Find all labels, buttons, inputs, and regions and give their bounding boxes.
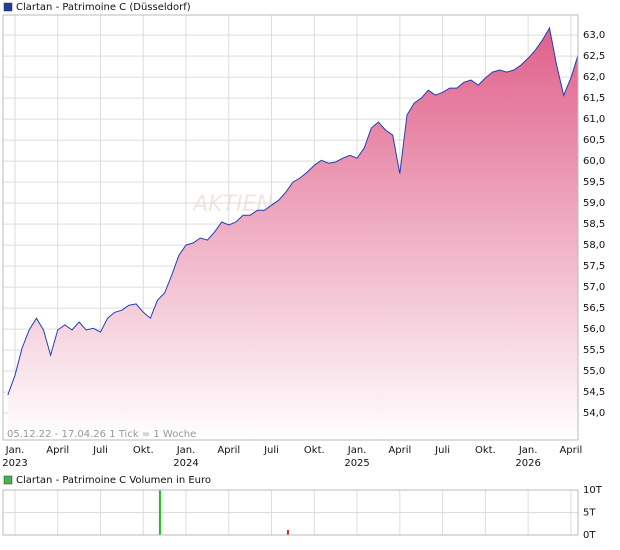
x-tick-label: Juli bbox=[434, 445, 450, 456]
x-tick-label: Juli bbox=[263, 445, 279, 456]
line bbox=[7, 26, 579, 396]
y-tick-label: 61,5 bbox=[583, 93, 605, 104]
y-tick-label: 63,0 bbox=[583, 30, 605, 41]
x-tick-label: Okt. bbox=[475, 445, 496, 456]
x-tick-label: Jan. bbox=[347, 445, 367, 456]
area bbox=[7, 28, 579, 440]
y-tick-label: 5T bbox=[583, 508, 596, 519]
y-tick-label: 57,5 bbox=[583, 261, 605, 272]
bar bbox=[286, 530, 289, 535]
y-tick-label: 56,0 bbox=[583, 324, 605, 335]
y-tick-label: 0T bbox=[583, 530, 596, 541]
y-tick-label: 10T bbox=[583, 485, 603, 496]
x-tick-label: April bbox=[46, 445, 69, 456]
caption: 05.12.22 - 17.04.26 1 Tick = 1 Woche bbox=[7, 429, 196, 440]
y-tick-label: 61,0 bbox=[583, 114, 605, 125]
x-tick-label: Jan. bbox=[5, 445, 25, 456]
y-tick-label: 62,5 bbox=[583, 51, 605, 62]
y-tick-label: 59,0 bbox=[583, 198, 605, 209]
y-tick-label: 59,5 bbox=[583, 177, 605, 188]
y-tick-label: 55,5 bbox=[583, 345, 605, 356]
x-tick-label: April bbox=[388, 445, 411, 456]
plot-frame bbox=[2, 489, 579, 536]
y-tick-label: 55,0 bbox=[583, 366, 605, 377]
y-tick-label: 58,5 bbox=[583, 219, 605, 230]
x-year-label: 2026 bbox=[515, 458, 540, 469]
y-tick-label: 56,5 bbox=[583, 303, 605, 314]
legend-swatch bbox=[3, 475, 13, 485]
bar bbox=[158, 490, 161, 535]
y-tick-label: 62,0 bbox=[583, 72, 605, 83]
y-tick-label: 58,0 bbox=[583, 240, 605, 251]
x-tick-label: Okt. bbox=[133, 445, 154, 456]
x-tick-label: Jan. bbox=[518, 445, 538, 456]
chart-title: Clartan - Patrimoine C Volumen in Euro bbox=[16, 475, 211, 486]
legend-swatch bbox=[3, 2, 13, 12]
y-tick-label: 54,5 bbox=[583, 387, 605, 398]
x-tick-label: Okt. bbox=[304, 445, 325, 456]
x-tick-label: Jan. bbox=[176, 445, 196, 456]
x-year-label: 2023 bbox=[2, 458, 27, 469]
plot-frame bbox=[2, 14, 579, 441]
y-tick-label: 60,0 bbox=[583, 156, 605, 167]
x-tick-label: Juli bbox=[92, 445, 108, 456]
x-year-label: 2024 bbox=[173, 458, 198, 469]
x-tick-label: April bbox=[559, 445, 582, 456]
x-year-label: 2025 bbox=[344, 458, 369, 469]
y-tick-label: 60,5 bbox=[583, 135, 605, 146]
y-tick-label: 57,0 bbox=[583, 282, 605, 293]
chart-title: Clartan - Patrimoine C (Düsseldorf) bbox=[16, 2, 191, 13]
x-tick-label: April bbox=[217, 445, 240, 456]
y-tick-label: 54,0 bbox=[583, 408, 605, 419]
